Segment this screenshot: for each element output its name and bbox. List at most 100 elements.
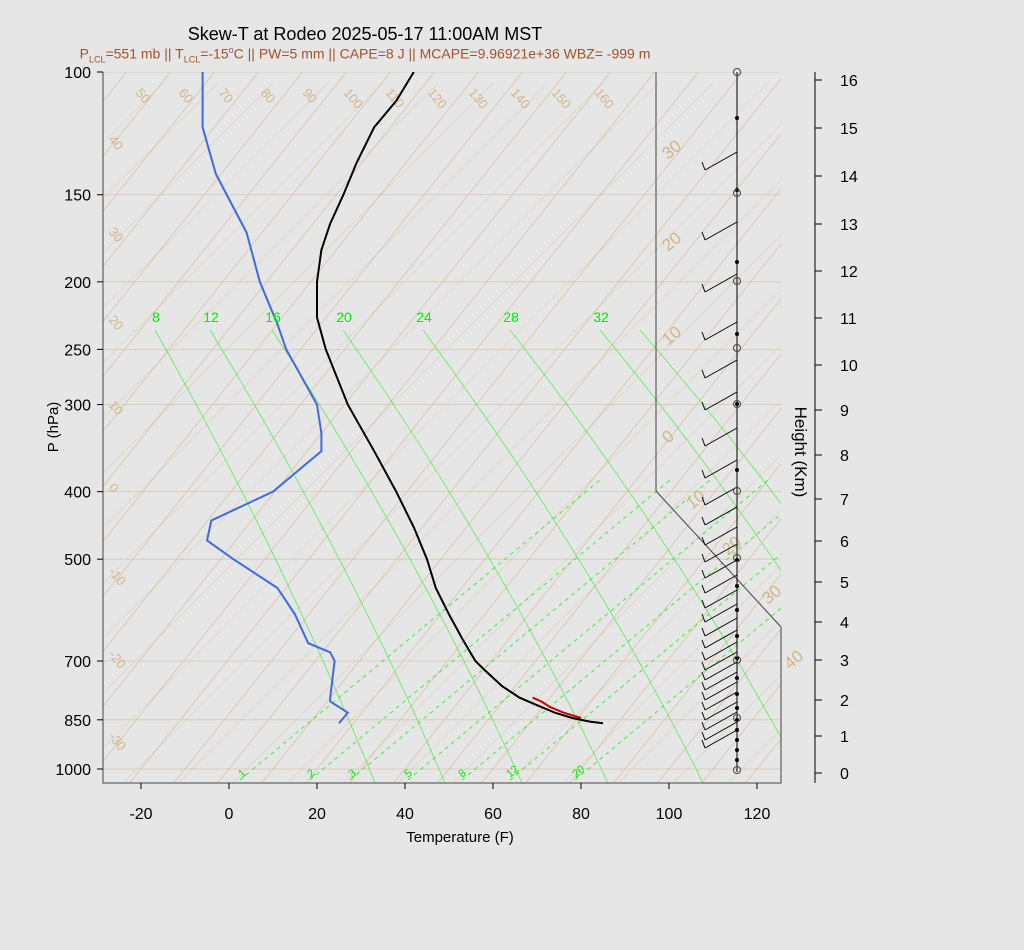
wind-barb-feather — [701, 599, 706, 609]
wind-barb — [704, 691, 738, 711]
y-tick-label: 850 — [64, 713, 91, 730]
moist-adiabat-line — [342, 329, 609, 783]
wind-barb-feather — [701, 283, 706, 293]
wind-calm-circle — [733, 766, 741, 774]
wind-barb-feather — [701, 739, 706, 749]
grid-lines — [0, 56, 1024, 783]
wind-barb — [704, 661, 738, 681]
isotherm-line — [789, 56, 1024, 783]
isotherm-line — [103, 72, 524, 598]
isotherm-line — [103, 72, 568, 653]
wind-barb-feather — [701, 553, 706, 563]
isotherm-line — [217, 78, 781, 783]
wind-barb — [704, 651, 738, 671]
wind-barb-feather — [701, 331, 706, 341]
dry-adiabat-line — [452, 454, 781, 783]
wind-barb — [704, 486, 738, 506]
mixing-ratio-line — [309, 479, 671, 781]
plot-frame — [102, 72, 782, 784]
mixing-ratio-line — [509, 553, 781, 781]
y-tick-label: 1000 — [55, 762, 91, 779]
wind-barb-feather — [701, 691, 706, 701]
subtitle-rest: C || PW=5 mm || CAPE=8 J || MCAPE=9.9692… — [233, 45, 651, 62]
isotherm-line — [349, 243, 781, 783]
isotherm-line — [393, 298, 781, 783]
mixing-ratio-line — [461, 513, 781, 781]
isotherm-line — [103, 72, 348, 378]
wind-barb — [704, 721, 738, 741]
isotherm-label: 30 — [758, 581, 785, 608]
wind-calm-circle — [733, 656, 741, 664]
y-tick-label: 150 — [64, 188, 91, 205]
x-tick-label: 100 — [656, 806, 683, 823]
wind-barb — [704, 603, 738, 623]
mixing-ratio-line — [407, 479, 769, 781]
dry-adiabat-line — [103, 82, 659, 639]
wind-barb — [704, 151, 738, 171]
wind-barb — [704, 711, 738, 731]
wind-barb-feather — [701, 613, 706, 623]
height-tick-label: 14 — [840, 169, 858, 186]
wind-barb — [704, 359, 738, 379]
dry-adiabat-line — [562, 564, 781, 783]
wind-barb-feather — [701, 731, 706, 741]
wind-calm-circle — [733, 344, 741, 352]
dry-adiabat-line — [103, 82, 329, 309]
dry-adiabat-line — [103, 82, 769, 749]
isotherm-line — [481, 408, 781, 783]
dry-adiabat-line — [122, 124, 781, 783]
dry-adiabat-line — [103, 82, 549, 529]
height-tick-label: 11 — [840, 311, 857, 328]
isotherm-line — [0, 56, 51, 783]
wind-level-dot — [735, 758, 739, 762]
wind-level-dot — [735, 706, 739, 710]
mixing-ratio-label: 20 — [336, 309, 352, 325]
wind-barb-feather — [701, 437, 706, 447]
dry-adiabat-line — [103, 82, 384, 364]
wind-calm-circle — [733, 400, 741, 408]
wind-barb — [704, 526, 738, 546]
x-tick-label: 20 — [308, 806, 326, 823]
wind-barb-feather — [701, 516, 706, 526]
wind-barb — [704, 543, 738, 563]
wind-barb-feather — [701, 496, 706, 506]
wind-barb-feather — [701, 469, 706, 479]
wind-level-dot — [735, 692, 739, 696]
wind-calm-circle — [733, 68, 741, 76]
isotherm-line — [745, 738, 781, 783]
x-axis-label: Temperature (F) — [406, 829, 514, 846]
x-tick-label: -20 — [129, 806, 152, 823]
temperature-line — [316, 72, 604, 725]
isotherm-line — [103, 72, 260, 268]
isotherm-label: 20 — [658, 228, 685, 255]
wind-level-dot — [735, 676, 739, 680]
wind-barb-feather — [701, 569, 706, 579]
y-tick-label: 300 — [64, 398, 91, 415]
subtitle-plcl-sub: LCL — [88, 54, 106, 65]
subtitle-degree: o — [228, 45, 234, 55]
height-tick-label: 1 — [840, 729, 849, 746]
wind-calm-circle — [733, 554, 741, 562]
y-tick-label: 250 — [64, 342, 91, 359]
wind-level-dot — [735, 728, 739, 732]
isotherm-line — [525, 463, 781, 783]
dry-adiabat-line — [783, 83, 1024, 783]
isotherm-label: 10 — [682, 486, 709, 513]
wind-barb — [704, 589, 738, 609]
wind-barb-feather — [701, 711, 706, 721]
mixing-ratio-label: 16 — [265, 309, 281, 325]
dry-adiabat-line — [103, 82, 604, 584]
data-series — [201, 72, 604, 725]
isotherm-label: 0 — [658, 426, 677, 447]
x-tick-label: 120 — [744, 806, 771, 823]
mixing-ratio-label: 32 — [593, 309, 609, 325]
wind-calm-circle — [733, 714, 741, 722]
isotherm-label: 40 — [780, 646, 807, 673]
moist-adiabat-line — [599, 329, 781, 572]
dry-adiabat-line — [103, 82, 274, 254]
height-tick-label: 16 — [840, 73, 858, 90]
height-axis-label: Height (Km) — [791, 407, 810, 498]
subtitle-tlcl-sub: LCL — [183, 54, 201, 65]
dry-adiabat-line — [103, 82, 439, 419]
